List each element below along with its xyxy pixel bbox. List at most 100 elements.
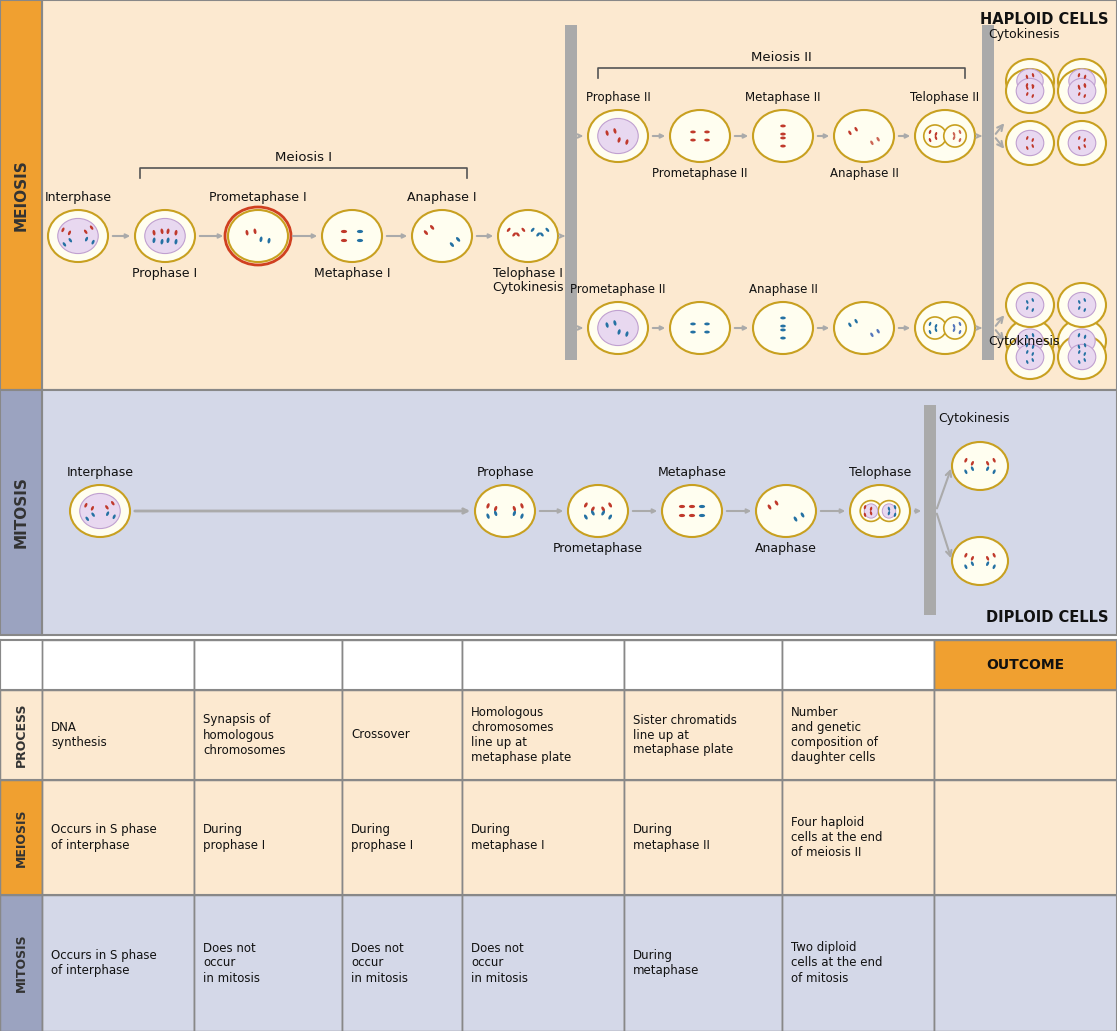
Ellipse shape xyxy=(944,317,966,339)
Text: DNA
synthesis: DNA synthesis xyxy=(51,721,107,749)
Ellipse shape xyxy=(848,131,851,135)
Ellipse shape xyxy=(793,517,798,522)
Ellipse shape xyxy=(626,331,629,337)
Bar xyxy=(782,780,934,895)
Ellipse shape xyxy=(780,336,785,339)
Text: Occurs in S phase
of interphase: Occurs in S phase of interphase xyxy=(51,949,156,977)
Bar xyxy=(924,405,936,616)
Ellipse shape xyxy=(699,513,705,518)
Ellipse shape xyxy=(601,506,605,511)
Ellipse shape xyxy=(1078,360,1080,364)
Ellipse shape xyxy=(1058,121,1106,165)
Ellipse shape xyxy=(89,226,94,230)
Ellipse shape xyxy=(513,232,516,236)
Bar xyxy=(982,25,994,360)
Ellipse shape xyxy=(1068,344,1096,370)
Ellipse shape xyxy=(1032,144,1034,147)
Text: Prophase: Prophase xyxy=(476,466,534,479)
Ellipse shape xyxy=(423,230,428,235)
Ellipse shape xyxy=(971,556,974,561)
Ellipse shape xyxy=(61,228,65,232)
Ellipse shape xyxy=(964,564,967,569)
Text: Does not
occur
in mitosis: Does not occur in mitosis xyxy=(203,941,260,985)
Ellipse shape xyxy=(1032,298,1034,302)
Ellipse shape xyxy=(928,130,932,134)
Ellipse shape xyxy=(540,232,544,236)
Ellipse shape xyxy=(153,237,155,243)
Text: Meiosis II: Meiosis II xyxy=(751,51,812,64)
Bar xyxy=(342,780,462,895)
Ellipse shape xyxy=(161,239,163,244)
Ellipse shape xyxy=(1078,300,1080,304)
Ellipse shape xyxy=(860,501,881,522)
Ellipse shape xyxy=(584,502,588,507)
Ellipse shape xyxy=(1083,298,1086,302)
Text: Does not
occur
in mitosis: Does not occur in mitosis xyxy=(351,941,408,985)
Ellipse shape xyxy=(1025,335,1028,339)
Ellipse shape xyxy=(613,321,617,326)
Text: Sister chromatids
line up at
metaphase plate: Sister chromatids line up at metaphase p… xyxy=(633,713,737,757)
Ellipse shape xyxy=(1016,329,1043,353)
Text: Prophase II: Prophase II xyxy=(585,91,650,104)
Ellipse shape xyxy=(1032,358,1034,362)
Ellipse shape xyxy=(1016,344,1043,370)
Bar xyxy=(462,895,624,1031)
Ellipse shape xyxy=(1068,293,1096,318)
Ellipse shape xyxy=(92,512,95,517)
Ellipse shape xyxy=(1078,333,1080,337)
Ellipse shape xyxy=(877,329,880,333)
Ellipse shape xyxy=(964,553,967,558)
Ellipse shape xyxy=(971,562,974,566)
Text: Cytokinesis: Cytokinesis xyxy=(989,28,1060,41)
Text: During
prophase I: During prophase I xyxy=(203,824,265,852)
Ellipse shape xyxy=(1058,59,1106,103)
Ellipse shape xyxy=(986,562,990,566)
Ellipse shape xyxy=(531,228,535,232)
Bar xyxy=(194,640,342,690)
Ellipse shape xyxy=(780,317,785,320)
Ellipse shape xyxy=(1016,78,1043,104)
Ellipse shape xyxy=(848,323,851,327)
Text: Metaphase: Metaphase xyxy=(658,466,726,479)
Ellipse shape xyxy=(894,512,896,517)
Text: During
metaphase I: During metaphase I xyxy=(471,824,544,852)
Ellipse shape xyxy=(953,136,955,140)
Bar xyxy=(462,640,624,690)
Ellipse shape xyxy=(591,510,594,516)
Bar xyxy=(782,640,934,690)
Text: Anaphase I: Anaphase I xyxy=(408,191,477,204)
Ellipse shape xyxy=(1027,300,1029,304)
Ellipse shape xyxy=(1078,92,1080,96)
Ellipse shape xyxy=(780,125,785,128)
Ellipse shape xyxy=(92,240,95,244)
Ellipse shape xyxy=(780,329,785,331)
Ellipse shape xyxy=(521,513,524,519)
Ellipse shape xyxy=(894,505,896,509)
Ellipse shape xyxy=(670,302,731,354)
Text: Prometaphase II: Prometaphase II xyxy=(652,167,747,180)
Ellipse shape xyxy=(1078,73,1080,77)
Ellipse shape xyxy=(964,458,967,463)
Ellipse shape xyxy=(1083,144,1086,147)
Ellipse shape xyxy=(662,485,722,537)
Ellipse shape xyxy=(254,229,257,234)
Ellipse shape xyxy=(834,110,894,162)
Ellipse shape xyxy=(166,237,170,243)
Ellipse shape xyxy=(704,138,709,141)
Ellipse shape xyxy=(801,512,804,518)
Ellipse shape xyxy=(601,510,605,516)
Ellipse shape xyxy=(618,137,621,142)
Ellipse shape xyxy=(1032,94,1034,98)
Bar xyxy=(342,690,462,780)
Ellipse shape xyxy=(993,458,995,463)
Bar xyxy=(565,25,577,360)
Ellipse shape xyxy=(753,302,813,354)
Ellipse shape xyxy=(834,302,894,354)
Ellipse shape xyxy=(85,237,88,241)
Ellipse shape xyxy=(1078,85,1080,89)
Bar xyxy=(342,640,462,690)
Ellipse shape xyxy=(1006,121,1054,165)
Ellipse shape xyxy=(935,324,937,328)
Ellipse shape xyxy=(1058,319,1106,363)
Ellipse shape xyxy=(928,138,932,142)
